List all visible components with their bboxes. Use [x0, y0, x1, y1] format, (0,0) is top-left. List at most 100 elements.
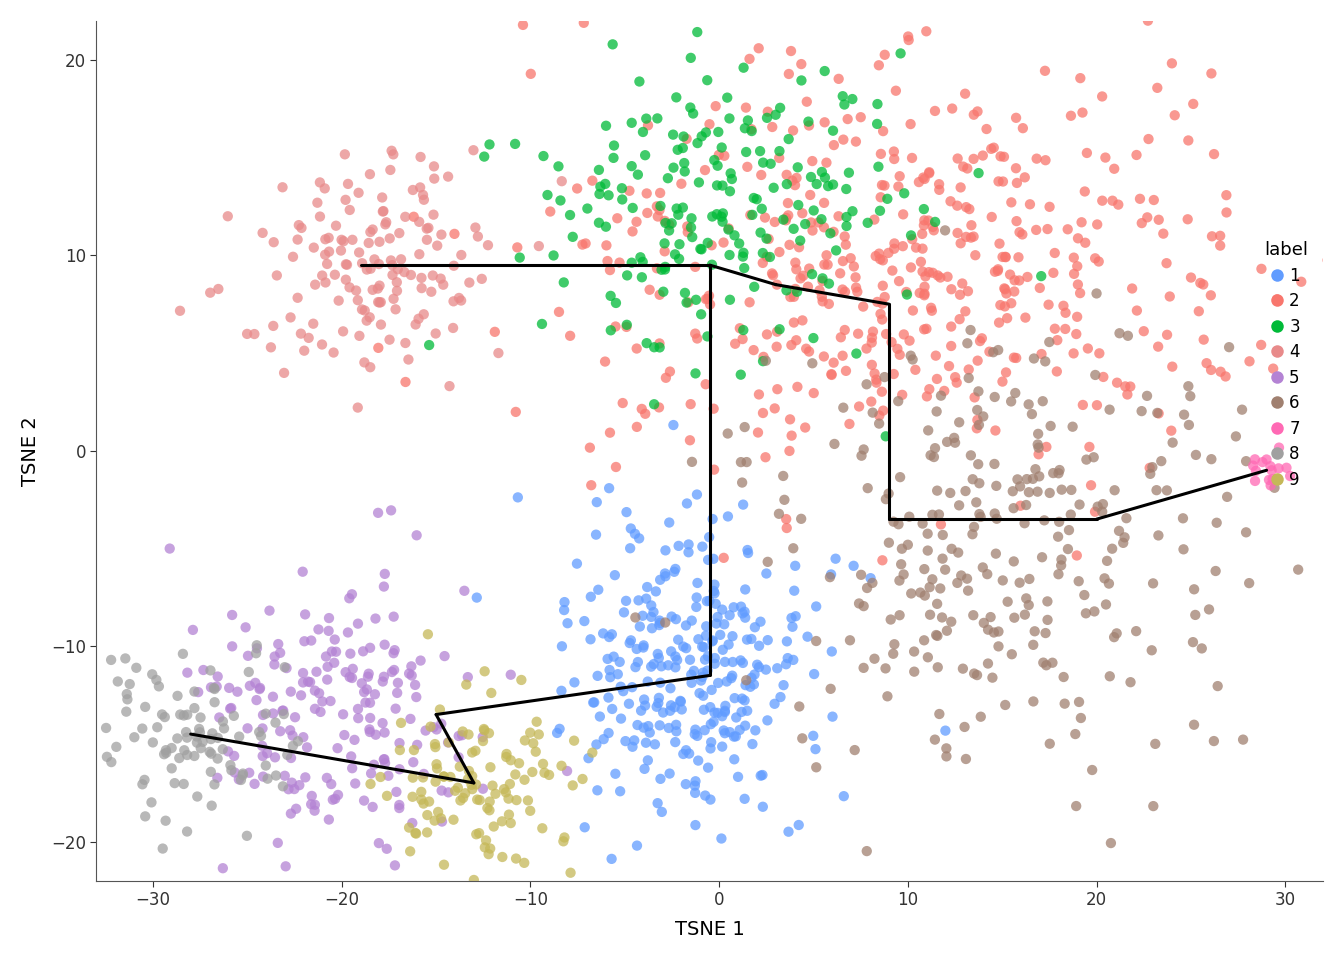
Point: [423, 171, 445, 186]
Point: [341, 670, 363, 685]
Point: [1156, 483, 1177, 498]
Point: [704, 656, 726, 671]
Point: [637, 674, 659, 689]
Point: [833, 97, 855, 112]
Point: [1114, 379, 1136, 395]
Point: [351, 676, 372, 691]
Point: [981, 141, 1003, 156]
Point: [946, 198, 968, 213]
Point: [379, 162, 401, 178]
Point: [383, 291, 405, 306]
Point: [973, 615, 995, 631]
Point: [1031, 347, 1052, 362]
Point: [290, 687, 312, 703]
Point: [813, 220, 835, 235]
Point: [775, 210, 797, 226]
Point: [649, 203, 671, 218]
Point: [734, 604, 755, 619]
Point: [845, 270, 867, 285]
Point: [1146, 483, 1168, 498]
Point: [914, 633, 935, 648]
Point: [835, 237, 856, 252]
Point: [970, 709, 992, 725]
Point: [1117, 387, 1138, 402]
Point: [321, 644, 343, 660]
Point: [1091, 504, 1113, 519]
Point: [883, 144, 905, 159]
Point: [900, 260, 922, 276]
Point: [602, 702, 624, 717]
Point: [587, 582, 609, 597]
Point: [918, 264, 939, 279]
Point: [732, 331, 754, 347]
Point: [945, 435, 966, 450]
Point: [636, 591, 657, 607]
Point: [866, 249, 887, 264]
Point: [874, 178, 895, 193]
Point: [1054, 696, 1075, 711]
Point: [1094, 570, 1116, 586]
Point: [1019, 485, 1040, 500]
Point: [828, 71, 849, 86]
Point: [352, 643, 374, 659]
Point: [1200, 288, 1222, 303]
Point: [356, 313, 378, 328]
Point: [399, 844, 421, 859]
Point: [784, 221, 805, 236]
Point: [676, 495, 698, 511]
Point: [919, 580, 941, 595]
Point: [1001, 647, 1023, 662]
Point: [425, 774, 446, 789]
Point: [757, 326, 778, 342]
Point: [597, 651, 618, 666]
Point: [957, 161, 978, 177]
Point: [155, 813, 176, 828]
Point: [903, 664, 925, 680]
Point: [152, 841, 173, 856]
Point: [685, 292, 707, 307]
Point: [929, 707, 950, 722]
Point: [913, 218, 934, 233]
Point: [505, 404, 527, 420]
Point: [719, 608, 741, 623]
Point: [251, 721, 273, 736]
Point: [450, 248, 472, 263]
Point: [1106, 626, 1128, 641]
Point: [200, 732, 222, 747]
Point: [703, 153, 724, 168]
Point: [802, 203, 824, 218]
Point: [296, 739, 317, 755]
Point: [324, 267, 345, 282]
Point: [706, 616, 727, 632]
Point: [589, 162, 610, 178]
Point: [646, 699, 668, 714]
Point: [259, 603, 281, 618]
Point: [176, 707, 198, 722]
Point: [356, 682, 378, 697]
Point: [1068, 497, 1090, 513]
Point: [899, 509, 921, 524]
Point: [818, 276, 840, 291]
Point: [190, 740, 211, 756]
Point: [852, 299, 874, 314]
Point: [922, 265, 943, 280]
Point: [649, 675, 671, 690]
Point: [668, 252, 689, 267]
Point: [831, 329, 852, 345]
Point: [1005, 160, 1027, 176]
Point: [298, 330, 320, 346]
Point: [374, 637, 395, 653]
Point: [1051, 558, 1073, 573]
Point: [661, 609, 683, 624]
Point: [207, 669, 228, 684]
Point: [1036, 222, 1058, 237]
Point: [832, 348, 853, 364]
Point: [874, 370, 895, 385]
Point: [870, 189, 891, 204]
Point: [704, 586, 726, 601]
Point: [336, 257, 358, 273]
Point: [780, 289, 801, 304]
Point: [784, 583, 805, 598]
Point: [1106, 375, 1128, 391]
Point: [649, 199, 671, 214]
